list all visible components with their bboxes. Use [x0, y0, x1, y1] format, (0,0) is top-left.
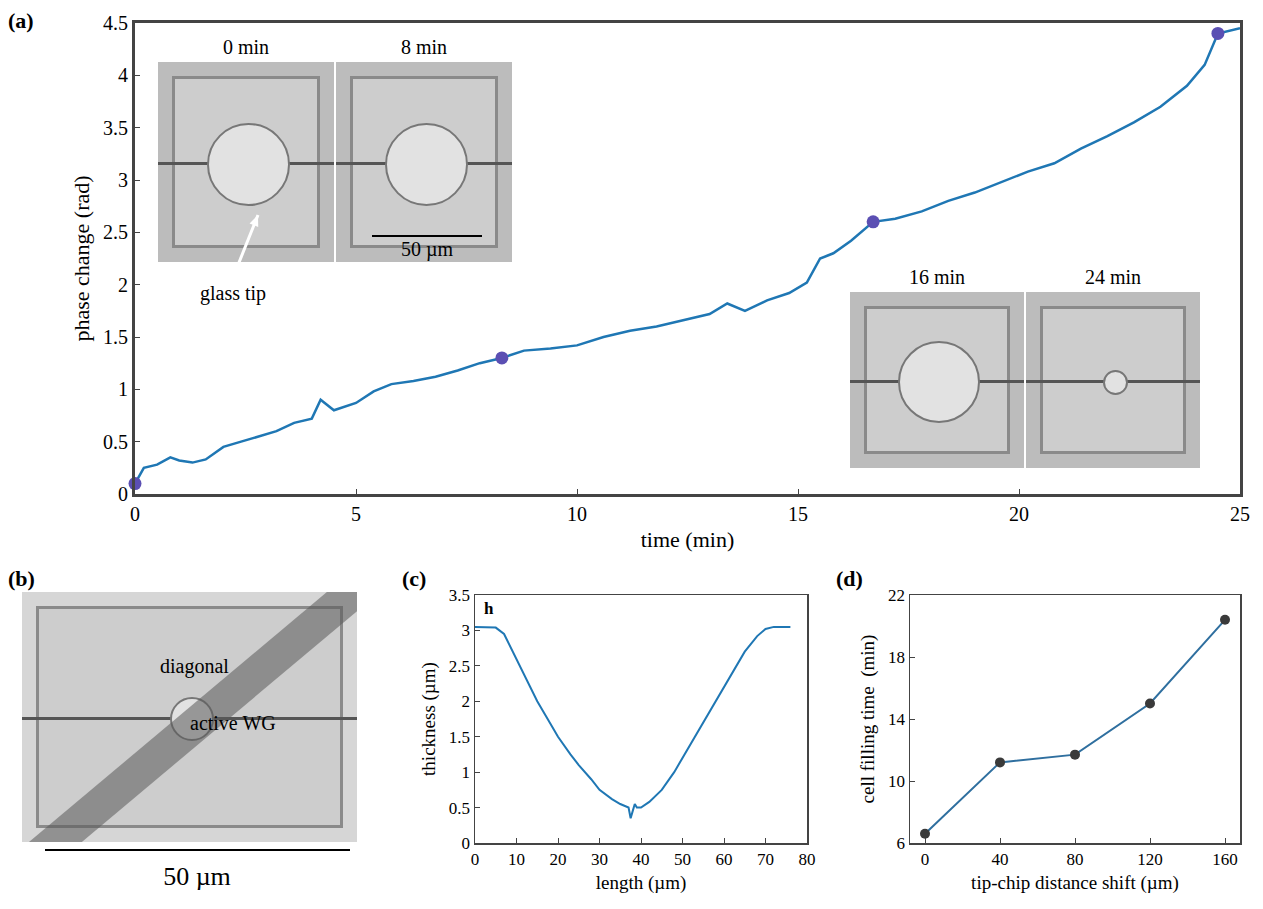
svg-text:3: 3	[118, 169, 128, 191]
svg-text:10: 10	[508, 850, 525, 869]
svg-text:160: 160	[1212, 850, 1238, 869]
svg-text:14: 14	[888, 710, 906, 729]
svg-text:5: 5	[351, 503, 361, 525]
html-text:diagonal: diagonal	[160, 655, 229, 677]
svg-text:80: 80	[1067, 850, 1084, 869]
svg-text:50: 50	[674, 850, 691, 869]
svg-text:0: 0	[921, 850, 930, 869]
svg-text:4.5: 4.5	[103, 12, 128, 34]
html-text:50 µm: 50 µm	[163, 862, 231, 891]
svg-text:60: 60	[716, 850, 733, 869]
svg-text:3: 3	[462, 621, 471, 640]
html-text:glass tip: glass tip	[200, 282, 267, 304]
svg-text:1: 1	[118, 378, 128, 400]
html-text:24 min: 24 min	[1084, 266, 1142, 288]
svg-text:10: 10	[567, 503, 587, 525]
svg-text:20: 20	[550, 850, 567, 869]
svg-text:1: 1	[462, 763, 471, 782]
svg-text:120: 120	[1137, 850, 1163, 869]
svg-text:6: 6	[897, 834, 906, 853]
svg-text:0: 0	[471, 850, 480, 869]
html-text:(c): (c)	[402, 566, 427, 591]
svg-text:3.5: 3.5	[449, 586, 470, 605]
svg-text:1.5: 1.5	[103, 326, 128, 348]
svg-text:18: 18	[888, 648, 905, 667]
html-text:(d): (d)	[836, 566, 863, 591]
svg-text:2.5: 2.5	[449, 657, 470, 676]
svg-text:40: 40	[633, 850, 650, 869]
html-text:50 µm: 50 µm	[401, 238, 453, 260]
svg-text:time (min): time (min)	[641, 527, 734, 552]
svg-text:3.5: 3.5	[103, 117, 128, 139]
svg-text:30: 30	[591, 850, 608, 869]
svg-text:0.5: 0.5	[449, 799, 470, 818]
svg-text:1.5: 1.5	[449, 728, 470, 747]
html-text:8 min: 8 min	[400, 36, 448, 58]
svg-text:20: 20	[1009, 503, 1029, 525]
svg-text:0: 0	[462, 834, 471, 853]
svg-text:4: 4	[118, 64, 128, 86]
svg-text:phase change (rad): phase change (rad)	[69, 175, 94, 341]
svg-text:2: 2	[462, 692, 471, 711]
svg-text:0.5: 0.5	[103, 431, 128, 453]
html-text:16 min: 16 min	[908, 266, 966, 288]
svg-text:40: 40	[992, 850, 1009, 869]
svg-text:80: 80	[799, 850, 816, 869]
svg-text:25: 25	[1230, 503, 1250, 525]
svg-text:15: 15	[788, 503, 808, 525]
svg-text:70: 70	[757, 850, 774, 869]
svg-text:tip-chip distance shift (µm): tip-chip distance shift (µm)	[971, 872, 1179, 894]
svg-text:length (µm): length (µm)	[596, 872, 687, 894]
svg-text:0: 0	[118, 483, 128, 505]
svg-text:2: 2	[118, 274, 128, 296]
svg-text:22: 22	[888, 586, 905, 605]
svg-text:cell filling time (min): cell filling time (min)	[857, 635, 879, 804]
svg-text:0: 0	[130, 503, 140, 525]
html-text:(b): (b)	[8, 566, 35, 591]
svg-text:10: 10	[888, 772, 905, 791]
html-text:0 min: 0 min	[222, 36, 270, 58]
html-text:(a): (a)	[8, 8, 34, 33]
svg-text:2.5: 2.5	[103, 221, 128, 243]
svg-text:thickness (µm): thickness (µm)	[418, 662, 440, 776]
svg-text:h: h	[484, 599, 494, 618]
html-text:active WG: active WG	[190, 712, 276, 734]
